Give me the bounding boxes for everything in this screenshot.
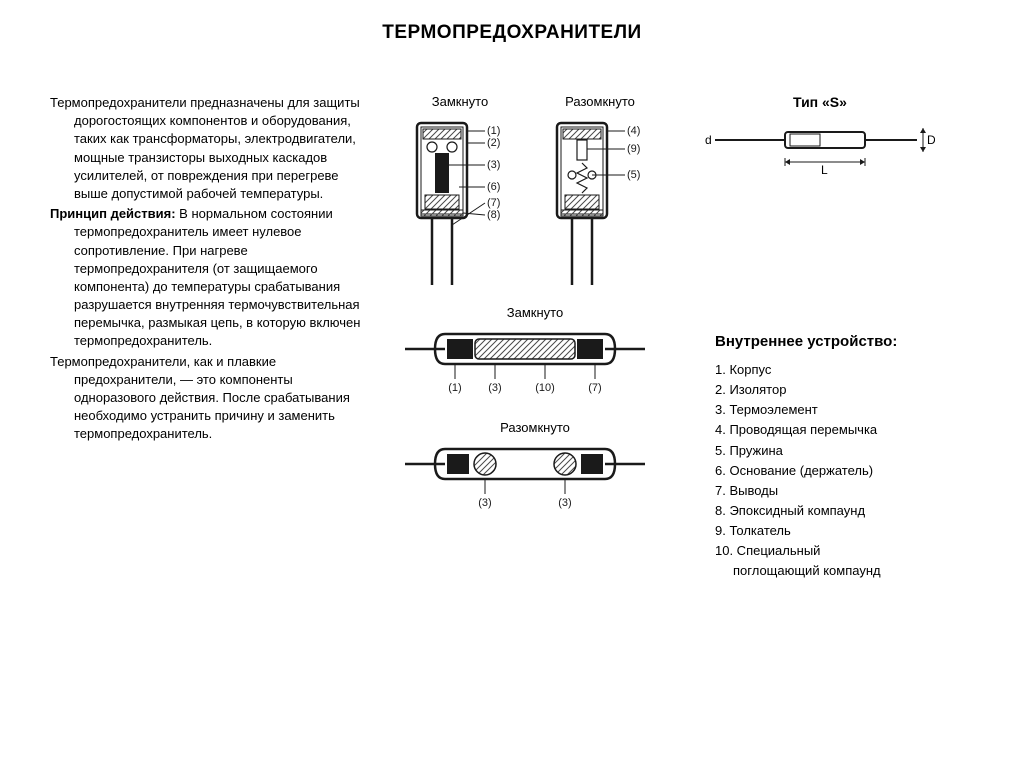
label-closed-h: Замкнуто bbox=[405, 305, 665, 320]
part-5: 5. Пружина bbox=[715, 441, 994, 461]
coh-1: (1) bbox=[448, 382, 461, 394]
fuse-open-vertical: Разомкнуто bbox=[545, 94, 655, 285]
cooh-3a: (3) bbox=[478, 497, 491, 509]
diagram-closed-v: (1) (2) (3) (6) (7) (8) bbox=[405, 115, 515, 285]
part-7: 7. Выводы bbox=[715, 481, 994, 501]
fuse-open-horizontal: Разомкнуто bbox=[405, 420, 665, 519]
part-4: 4. Проводящая перемычка bbox=[715, 420, 994, 440]
diagram-open-h: (3) (3) bbox=[405, 439, 645, 519]
parts-column: Внутреннее устройство: 1. Корпус 2. Изол… bbox=[665, 305, 994, 582]
horizontal-fuses: Замкнуто bbox=[405, 305, 665, 582]
text-column: Термопредохранители предназначены для за… bbox=[50, 94, 375, 582]
vertical-fuse-pair: Замкнуто bbox=[405, 94, 655, 285]
type-s-box: Тип «S» d D bbox=[705, 94, 935, 178]
part-6: 6. Основание (держатель) bbox=[715, 461, 994, 481]
content: Термопредохранители предназначены для за… bbox=[0, 44, 1024, 582]
part-10a: 10. Специальный bbox=[715, 541, 994, 561]
part-1: 1. Корпус bbox=[715, 360, 994, 380]
co-5: (5) bbox=[627, 169, 640, 181]
dim-d: d bbox=[705, 133, 712, 147]
co-1: (1) bbox=[487, 125, 500, 137]
label-open-h: Разомкнуто bbox=[405, 420, 665, 435]
parts-list: 1. Корпус 2. Изолятор 3. Термоэлемент 4.… bbox=[715, 360, 994, 582]
dim-L: L bbox=[821, 163, 828, 177]
type-s-title: Тип «S» bbox=[705, 94, 935, 110]
part-8: 8. Эпоксидный компаунд bbox=[715, 501, 994, 521]
dim-D: D bbox=[927, 133, 935, 147]
part-2: 2. Изолятор bbox=[715, 380, 994, 400]
part-9: 9. Толкатель bbox=[715, 521, 994, 541]
part-10b: поглощающий компаунд bbox=[715, 561, 994, 581]
row-bottom: Замкнуто bbox=[405, 305, 994, 582]
fuse-closed-vertical: Замкнуто bbox=[405, 94, 515, 285]
cooh-3b: (3) bbox=[558, 497, 571, 509]
para2-lead: Принцип действия: bbox=[50, 206, 176, 221]
co-4: (4) bbox=[627, 125, 640, 137]
part-3: 3. Термоэлемент bbox=[715, 400, 994, 420]
co-2: (2) bbox=[487, 137, 500, 149]
diagram-column: Замкнуто bbox=[375, 94, 994, 582]
paragraph-2: Принцип действия: В нормальном состоянии… bbox=[50, 205, 375, 351]
coh-3: (3) bbox=[488, 382, 501, 394]
co-9: (9) bbox=[627, 143, 640, 155]
diagram-type-s: d D L bbox=[705, 118, 935, 178]
co-6: (6) bbox=[487, 181, 500, 193]
label-closed: Замкнуто bbox=[405, 94, 515, 109]
coh-7: (7) bbox=[588, 382, 601, 394]
paragraph-1: Термопредохранители предназначены для за… bbox=[50, 94, 375, 203]
diagram-open-v: (4) (9) (5) bbox=[545, 115, 655, 285]
fuse-closed-horizontal: Замкнуто bbox=[405, 305, 665, 404]
para2-body: В нормальном состоянии термопредохраните… bbox=[74, 206, 360, 348]
co-7: (7) bbox=[487, 197, 500, 209]
inner-structure-title: Внутреннее устройство: bbox=[715, 333, 994, 350]
coh-10: (10) bbox=[535, 382, 555, 394]
label-open: Разомкнуто bbox=[545, 94, 655, 109]
diagram-closed-h: (1) (3) (10) (7) bbox=[405, 324, 645, 404]
co-3: (3) bbox=[487, 159, 500, 171]
row-top: Замкнуто bbox=[405, 94, 994, 285]
page-title: ТЕРМОПРЕДОХРАНИТЕЛИ bbox=[0, 0, 1024, 44]
co-8: (8) bbox=[487, 209, 500, 221]
paragraph-3: Термопредохранители, как и плавкие предо… bbox=[50, 353, 375, 444]
